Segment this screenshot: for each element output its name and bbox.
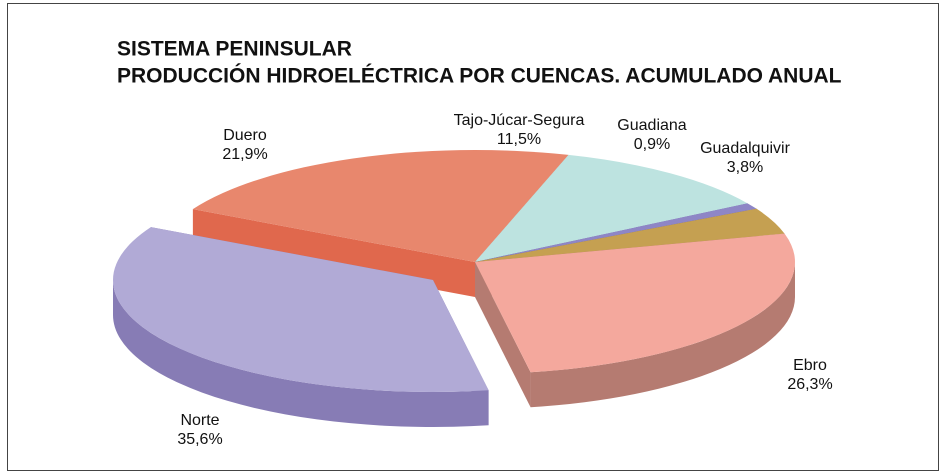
slice-value-label: 26,3% [787, 376, 832, 393]
slice [475, 203, 757, 262]
slice-value-label: 11,5% [497, 131, 541, 148]
slice-label: Guadiana [617, 117, 686, 134]
slice-wall [475, 262, 531, 408]
slice-label: Duero [223, 127, 267, 144]
slice-side [113, 280, 489, 427]
slice-label: Tajo-Júcar-Segura [454, 112, 585, 129]
slice-value-label: 35,6% [177, 431, 222, 448]
chart-title: SISTEMA PENINSULAR [117, 38, 352, 61]
slice-label: Ebro [793, 357, 827, 374]
slice-label: Norte [180, 412, 219, 429]
slice [475, 154, 748, 262]
slice-value-label: 3,8% [727, 159, 763, 176]
chart-subtitle: PRODUCCIÓN HIDROELÉCTRICA POR CUENCAS. A… [117, 64, 842, 88]
slice [475, 233, 796, 373]
slice-label: Guadalquivir [700, 140, 791, 157]
slice [112, 227, 489, 392]
slice [475, 208, 785, 262]
slice [192, 150, 569, 262]
slice-value-label: 21,9% [222, 146, 267, 163]
slice-side [530, 262, 795, 408]
slice-value-label: 0,9% [634, 136, 670, 153]
